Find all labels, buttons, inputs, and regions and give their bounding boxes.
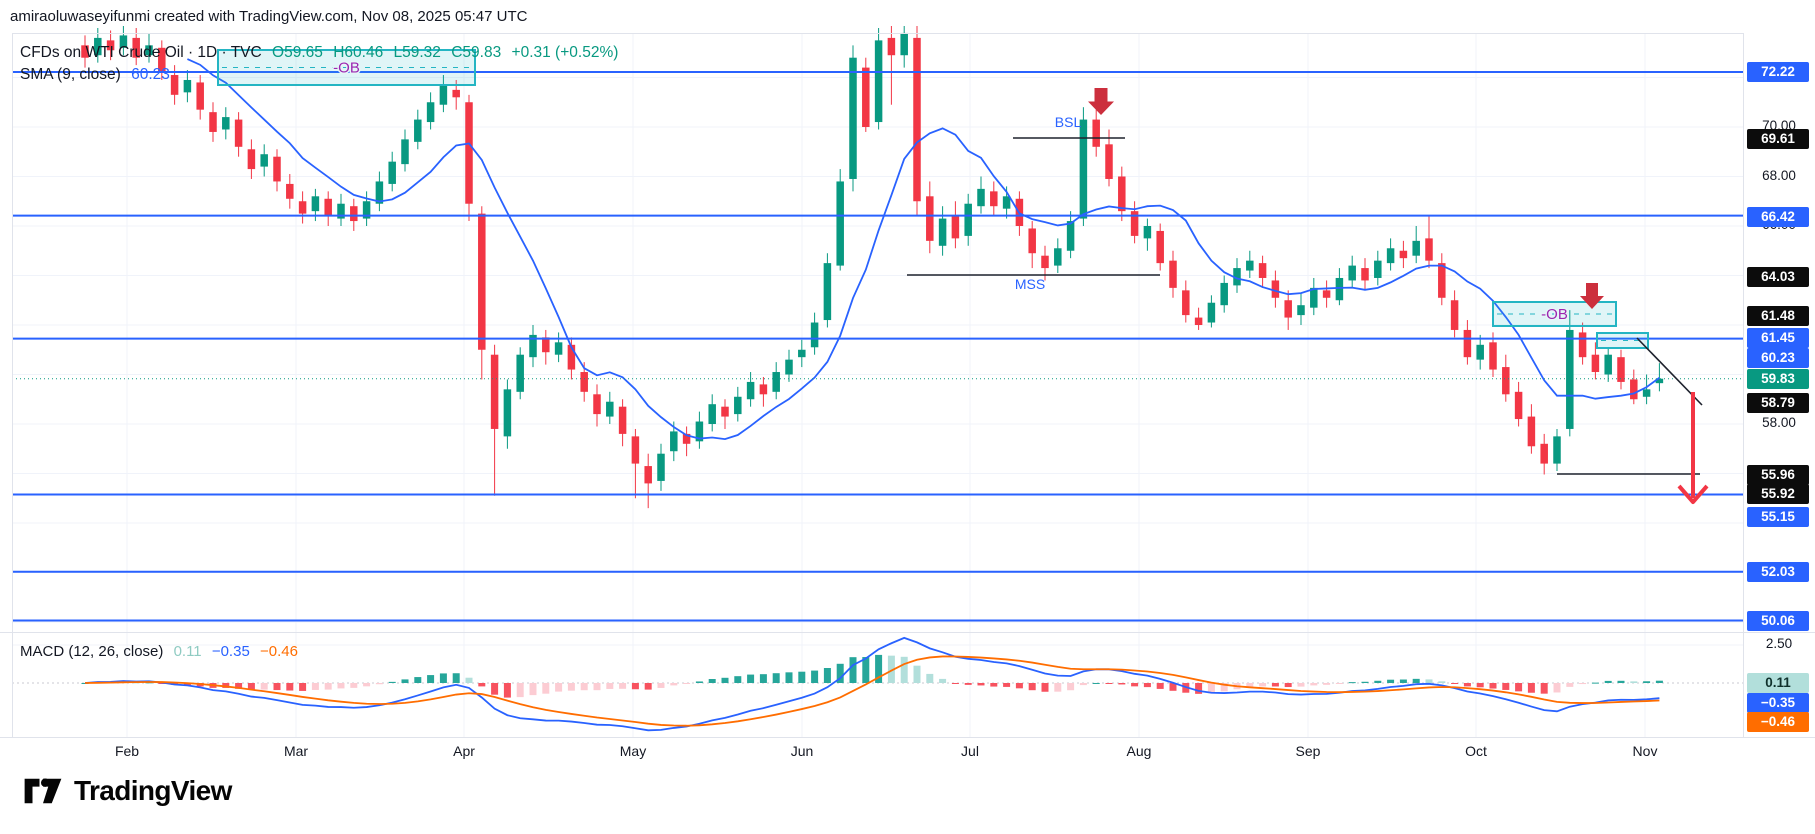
time-axis-separator (0, 737, 1815, 738)
price-axis-badge: 64.03 (1747, 267, 1809, 287)
order-block-label: -OB (1541, 306, 1568, 323)
macd-line-value: −0.35 (211, 643, 250, 660)
price-axis-badge: 60.23 (1747, 348, 1809, 368)
price-axis-badge: 66.42 (1747, 207, 1809, 227)
time-axis[interactable]: Feb Mar Apr May Jun Jul Aug Sep Oct Nov (0, 738, 1743, 766)
brand-name: TradingView (74, 775, 232, 806)
macd-label[interactable]: MACD (12, 26, close) (20, 643, 164, 660)
ohlc-close: C59.83 (451, 44, 502, 61)
down-arrow-marker[interactable] (1088, 88, 1114, 115)
order-block-label: -OB (333, 60, 360, 77)
price-axis-badge: 55.96 (1747, 465, 1809, 485)
macd-legend[interactable]: MACD (12, 26, close) 0.11 −0.35 −0.46 (20, 643, 304, 660)
month-label: Oct (1465, 743, 1487, 759)
month-label: Jul (961, 743, 979, 759)
macd-pane-separator (0, 632, 1815, 633)
price-axis-badge: −0.35 (1747, 693, 1809, 713)
drawing-label-bsl: BSL (1055, 114, 1082, 130)
ohlc-low: L59.32 (393, 44, 441, 61)
price-axis-badge: 59.83 (1747, 369, 1809, 389)
price-axis-badge: 52.03 (1747, 562, 1809, 582)
price-axis-badge: 61.48 (1747, 306, 1809, 326)
horizontal-level-lines[interactable] (12, 71, 1743, 622)
price-axis-badge: 0.11 (1747, 673, 1809, 693)
order-block-boxes[interactable]: -OB -OB (217, 49, 1649, 349)
trend-drawings[interactable]: BSL MSS (907, 114, 1703, 475)
month-label: Apr (453, 743, 475, 759)
ohlc-open: O59.65 (272, 44, 323, 61)
ohlc-high: H60.46 (333, 44, 384, 61)
tradingview-logo-icon (24, 778, 62, 804)
price-axis-badge: 72.22 (1747, 62, 1809, 82)
sma-label[interactable]: SMA (9, close) (20, 66, 121, 83)
sma-line (187, 58, 1660, 441)
macd-hist-value: 0.11 (173, 643, 202, 660)
price-axis[interactable]: 70.0068.0066.0058.002.5072.2269.6166.426… (1743, 33, 1815, 737)
month-label: Mar (283, 743, 309, 759)
symbol-legend[interactable]: CFDs on WTI Crude Oil · 1D · TVC O59.65 … (20, 44, 624, 62)
tradingview-logo[interactable]: TradingView (22, 768, 232, 814)
pane-top-border (12, 33, 1743, 34)
down-arrow-marker[interactable] (1580, 283, 1604, 309)
price-axis-badge: 55.92 (1747, 484, 1809, 504)
price-axis-badge: 58.79 (1747, 393, 1809, 413)
projection-arrow-head (1677, 484, 1709, 504)
month-label: Jun (790, 743, 814, 759)
month-label: Nov (1632, 743, 1658, 759)
price-axis-badge: −0.46 (1747, 712, 1809, 732)
price-axis-badge: 55.15 (1747, 507, 1809, 527)
macd-pane[interactable] (81, 636, 1663, 732)
pane-left-border (12, 33, 13, 737)
price-axis-tick: 68.00 (1762, 168, 1796, 183)
price-axis-tick: 58.00 (1762, 415, 1796, 430)
drawing-label-mss: MSS (1015, 276, 1045, 292)
sma-legend[interactable]: SMA (9, close) 60.23 (20, 66, 176, 84)
sma-value: 60.23 (131, 66, 170, 83)
candlestick-series[interactable] (81, 18, 1664, 509)
price-axis-badge: 50.06 (1747, 611, 1809, 631)
price-axis-tick: 2.50 (1765, 636, 1793, 651)
ohlc-change: +0.31 (+0.52%) (511, 44, 619, 61)
price-axis-badge: 69.61 (1747, 129, 1809, 149)
month-label: Sep (1295, 743, 1321, 759)
price-axis-separator (1743, 33, 1744, 737)
attribution-text: amiraoluwaseyifunmi created with Trading… (10, 8, 528, 25)
month-label: Feb (114, 743, 140, 759)
macd-signal-value: −0.46 (259, 643, 298, 660)
price-axis-badge: 61.45 (1747, 328, 1809, 348)
symbol-title[interactable]: CFDs on WTI Crude Oil · 1D · TVC (20, 44, 262, 61)
month-label: May (619, 743, 647, 759)
month-label: Aug (1126, 743, 1152, 759)
